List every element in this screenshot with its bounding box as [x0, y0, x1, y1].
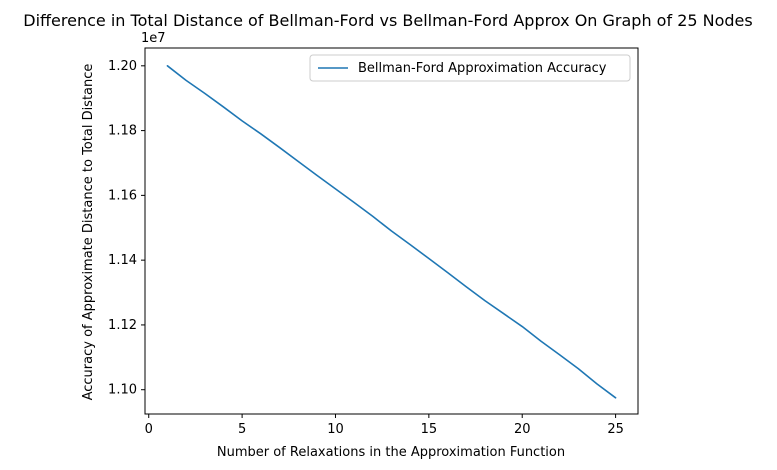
legend-box: [309, 54, 631, 82]
y-axis-label: Accuracy of Approximate Distance to Tota…: [81, 64, 96, 401]
plot-frame: [144, 47, 639, 415]
y-tick-label: 1.16: [108, 188, 137, 203]
series-lines: [166, 65, 617, 399]
x-axis-label: Number of Relaxations in the Approximati…: [217, 445, 565, 460]
y-tick-label: 1.20: [108, 59, 137, 74]
y-tick-label: 1.10: [108, 383, 137, 398]
y-offset-label: 1e7: [141, 31, 166, 46]
x-tick-label: 15: [421, 422, 438, 437]
y-tick-label: 1.12: [108, 318, 137, 333]
legend: Bellman-Ford Approximation Accuracy: [309, 54, 631, 82]
series-line-bellman-ford-approximation-accuracy: [166, 65, 617, 399]
y-tick-label: 1.18: [108, 124, 137, 139]
x-tick-label: 0: [145, 422, 153, 437]
x-tick-label: 5: [238, 422, 246, 437]
x-tick-label: 25: [607, 422, 624, 437]
y-tick-label: 1.14: [108, 253, 137, 268]
x-tick-label: 10: [327, 422, 344, 437]
x-tick-label: 20: [514, 422, 531, 437]
chart-title: Difference in Total Distance of Bellman-…: [23, 11, 752, 30]
axis-ticks: 0 5 10 15 20 25 1.10 1.12 1.14 1.16 1.18 1.20: [108, 59, 624, 437]
legend-label: Bellman-Ford Approximation Accuracy: [358, 61, 607, 76]
